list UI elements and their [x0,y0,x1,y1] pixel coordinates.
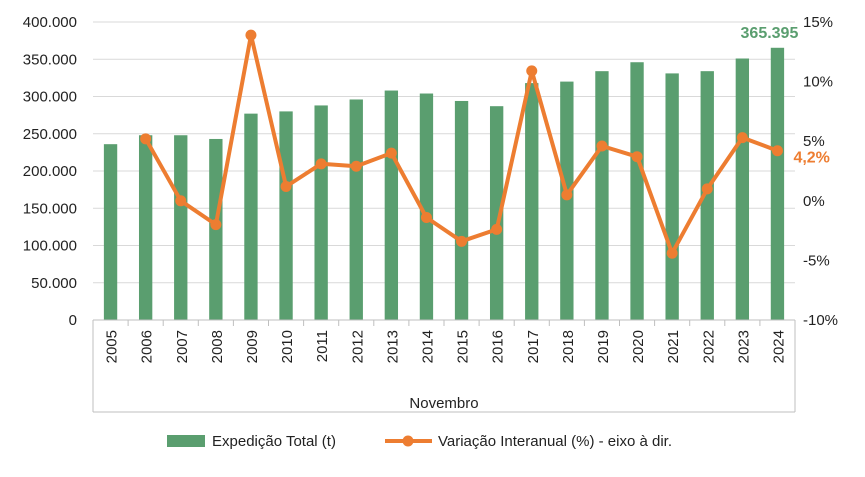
right-tick-label: -10% [803,312,838,329]
bar [384,90,399,320]
line-point [175,195,187,207]
bar [244,113,258,320]
x-tick-label: 2008 [209,330,226,363]
x-tick-label: 2011 [314,330,331,362]
right-tick-label: 5% [803,133,825,150]
left-tick-label: 200.000 [23,163,77,180]
line-point [631,151,643,163]
x-tick-label: 2006 [139,330,156,363]
line-point [666,247,678,259]
line-point [280,180,292,192]
bar [525,83,539,320]
bar [454,100,469,320]
line-point [210,219,222,231]
bar [103,144,118,320]
x-tick-label: 2019 [595,330,612,363]
x-tick-label: 2012 [349,330,366,363]
right-tick-label: 0% [803,193,825,210]
bar [174,135,188,320]
bar-series [103,47,785,321]
line-point [736,132,748,144]
bar [489,106,504,320]
right-tick-label: 15% [803,14,833,31]
axes: 0 50.000 100.000 150.000 200.000 250.000 300.0… [23,14,838,413]
data-labels: 365.395 4,2% [741,25,830,167]
line-point [350,160,362,172]
line-point [385,147,397,159]
left-tick-label: 250.000 [23,126,77,143]
x-axis-label: Novembro [409,395,478,412]
left-tick-label: 350.000 [23,51,77,68]
x-tick-label: 2015 [455,330,472,363]
line-point [420,211,432,223]
legend-swatch-bar [167,435,205,447]
legend: Expedição Total (t) Variação Interanual (… [167,433,672,450]
left-tick-label: 150.000 [23,200,77,217]
bar [138,135,153,320]
left-tick-label: 50.000 [31,275,77,292]
legend-swatch-marker [402,435,414,447]
left-tick-label: 100.000 [23,238,77,255]
bar [419,93,434,321]
left-tick-label: 0 [69,312,77,329]
bar [314,105,328,320]
gridlines [93,21,795,284]
x-tick-label: 2014 [419,330,436,363]
right-tick-label: -5% [803,252,830,269]
x-tick-label: 2017 [525,330,542,363]
line-point [701,183,713,195]
line-point [526,65,538,77]
bar [665,73,679,320]
x-tick-label: 2018 [560,330,577,363]
bar-data-label: 365.395 [741,25,799,42]
x-tick-label: 2023 [735,330,752,363]
line-point [561,189,573,201]
bar [770,47,785,320]
bar [735,58,750,320]
line-point [456,235,468,247]
x-tick-label: 2005 [104,330,121,363]
x-tick-label: 2020 [630,330,647,363]
x-tick-label: 2010 [279,330,296,363]
x-tick-label: 2024 [770,330,787,363]
line-point [315,158,327,170]
line-point [771,145,783,157]
x-tick-label: 2021 [665,330,682,363]
x-tick-label: 2013 [384,330,401,363]
legend-label-line: Variação Interanual (%) - eixo à dir. [438,433,672,450]
bar [630,62,644,320]
bar [595,71,609,320]
line-point [140,133,152,145]
x-tick-label: 2009 [244,330,261,363]
left-tick-label: 300.000 [23,89,77,106]
x-tick-label: 2022 [700,330,717,363]
bar [349,99,363,320]
x-tick-label: 2007 [174,330,191,363]
line-data-label: 4,2% [793,150,829,167]
right-tick-label: 10% [803,74,833,91]
legend-label-bar: Expedição Total (t) [212,433,336,450]
line-point [596,140,608,152]
bar [700,71,714,320]
bar [560,81,574,320]
bar [279,111,293,321]
line-series [140,29,783,259]
line-point [491,223,503,235]
x-tick-label: 2016 [490,330,507,363]
left-tick-label: 400.000 [23,14,77,31]
line-point [245,29,257,41]
